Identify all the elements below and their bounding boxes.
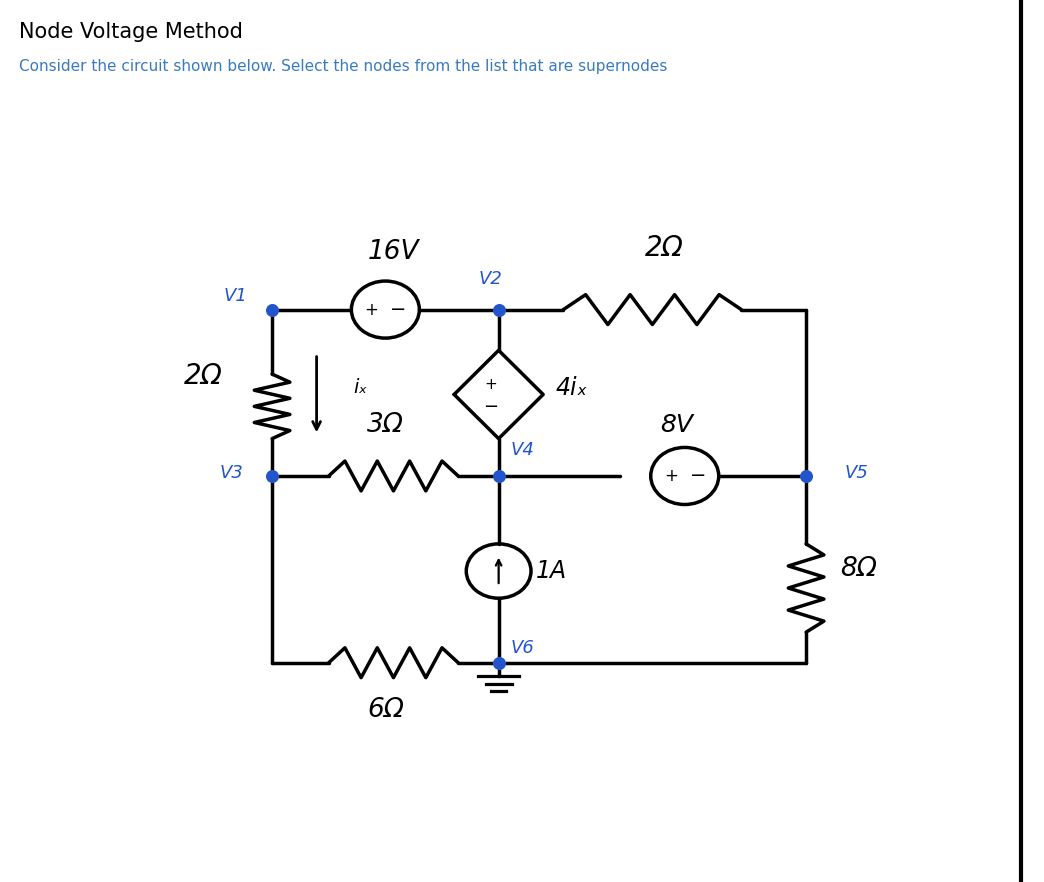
- Text: 2Ω: 2Ω: [184, 362, 222, 390]
- Text: 8V: 8V: [660, 413, 693, 437]
- Text: 16V: 16V: [367, 239, 420, 265]
- Text: V3: V3: [219, 464, 243, 482]
- Text: Node Voltage Method: Node Voltage Method: [19, 22, 242, 42]
- Text: 3Ω: 3Ω: [366, 412, 404, 438]
- Text: 2Ω: 2Ω: [645, 235, 684, 263]
- Text: 6Ω: 6Ω: [366, 698, 404, 723]
- Text: V1: V1: [223, 287, 247, 305]
- Point: [491, 655, 507, 669]
- Text: −: −: [483, 398, 498, 415]
- Point: [264, 303, 281, 317]
- Text: V2: V2: [478, 270, 502, 288]
- Text: −: −: [689, 467, 706, 485]
- Point: [491, 469, 507, 483]
- Text: 1A: 1A: [536, 559, 567, 583]
- Text: −: −: [390, 300, 406, 319]
- Text: +: +: [484, 377, 497, 392]
- Text: 8Ω: 8Ω: [840, 557, 877, 582]
- Point: [264, 469, 281, 483]
- Text: Consider the circuit shown below. Select the nodes from the list that are supern: Consider the circuit shown below. Select…: [19, 59, 667, 74]
- Text: V6: V6: [511, 639, 535, 657]
- Point: [798, 469, 814, 483]
- Text: V5: V5: [845, 464, 869, 482]
- Text: 4iₓ: 4iₓ: [555, 376, 588, 400]
- Text: +: +: [364, 301, 379, 318]
- Point: [491, 303, 507, 317]
- Text: iₓ: iₓ: [353, 378, 367, 397]
- Text: V4: V4: [511, 441, 535, 460]
- Text: +: +: [664, 467, 678, 485]
